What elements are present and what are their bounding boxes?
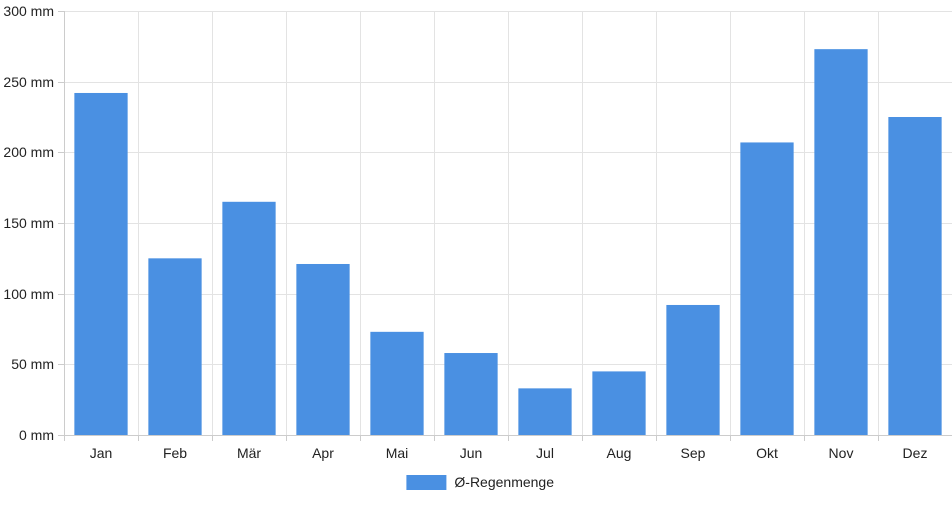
y-tick-label: 200 mm xyxy=(3,144,54,160)
bar-jul[interactable] xyxy=(518,388,571,435)
y-tick-label: 150 mm xyxy=(3,215,54,231)
x-tick-label: Nov xyxy=(829,445,854,461)
y-tick-label: 100 mm xyxy=(3,286,54,302)
x-tick-label: Jan xyxy=(90,445,113,461)
bar-mai[interactable] xyxy=(370,332,423,435)
x-tick-label: Aug xyxy=(607,445,632,461)
bar-dez[interactable] xyxy=(888,117,941,435)
x-tick-label: Mai xyxy=(386,445,409,461)
bar-feb[interactable] xyxy=(148,258,201,435)
legend-swatch[interactable] xyxy=(406,475,446,490)
x-tick-label: Okt xyxy=(756,445,778,461)
x-tick-label: Jun xyxy=(460,445,483,461)
x-tick-label: Apr xyxy=(312,445,334,461)
x-tick-label: Jul xyxy=(536,445,554,461)
bar-jan[interactable] xyxy=(74,93,127,435)
bar-sep[interactable] xyxy=(666,305,719,435)
x-tick-label: Feb xyxy=(163,445,187,461)
bar-mär[interactable] xyxy=(222,202,275,435)
y-tick-label: 50 mm xyxy=(11,356,54,372)
x-tick-label: Sep xyxy=(681,445,706,461)
bar-jun[interactable] xyxy=(444,353,497,435)
legend-label[interactable]: Ø-Regenmenge xyxy=(454,474,554,490)
x-axis-ticks: Jan Feb Mär Apr Mai Jun Jul Aug Sep Okt Nov Dez xyxy=(65,435,952,461)
y-tick-label: 300 mm xyxy=(3,3,54,19)
y-axis-ticks: 0 mm 50 mm 100 mm 150 mm 200 mm 250 mm 300 mm xyxy=(3,3,64,443)
bar-aug[interactable] xyxy=(592,371,645,435)
bar-nov[interactable] xyxy=(814,49,867,435)
y-tick-label: 250 mm xyxy=(3,74,54,90)
x-tick-label: Mär xyxy=(237,445,261,461)
bar-okt[interactable] xyxy=(740,142,793,435)
bar-apr[interactable] xyxy=(296,264,349,435)
legend: Ø-Regenmenge xyxy=(406,474,554,490)
x-tick-label: Dez xyxy=(903,445,928,461)
y-tick-label: 0 mm xyxy=(19,427,54,443)
